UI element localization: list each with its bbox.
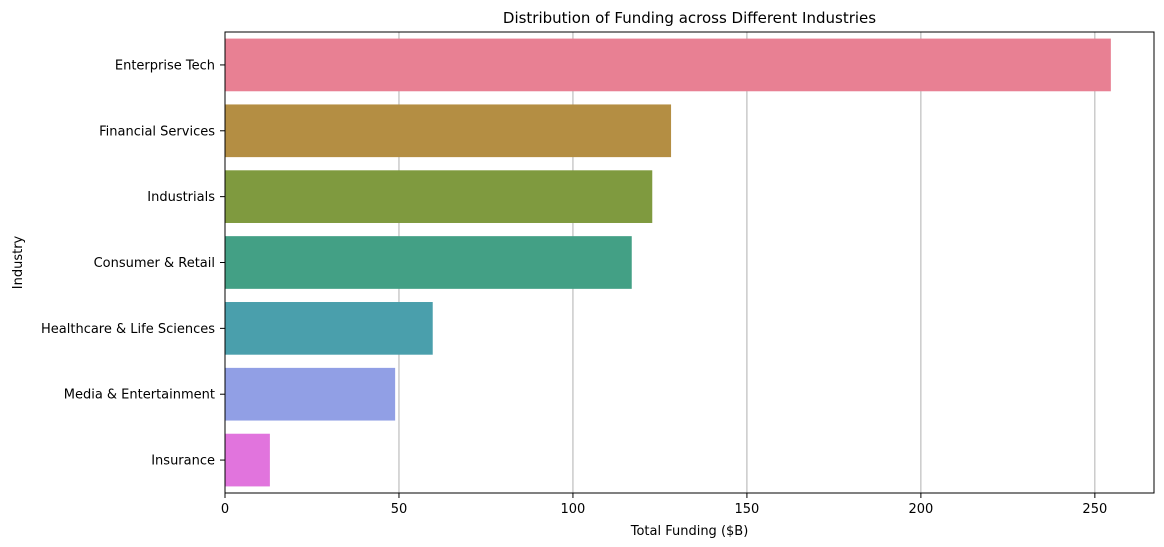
y-tick-label: Industrials xyxy=(147,190,215,205)
x-axis-ticks: 0 50 100 150 200 250 xyxy=(221,493,1107,517)
x-tick-label: 150 xyxy=(734,502,759,517)
bar-consumer-retail xyxy=(225,236,632,289)
bars xyxy=(225,38,1111,487)
y-tick-label: Media & Entertainment xyxy=(64,388,215,403)
x-tick-label: 200 xyxy=(908,502,933,517)
bar-healthcare-life-sciences xyxy=(225,302,433,355)
y-tick-label: Financial Services xyxy=(99,124,215,139)
x-tick-label: 100 xyxy=(561,502,586,517)
y-tick-label: Healthcare & Life Sciences xyxy=(41,322,215,337)
y-tick-label: Consumer & Retail xyxy=(94,256,215,271)
chart-title: Distribution of Funding across Different… xyxy=(503,9,876,27)
x-tick-label: 0 xyxy=(221,502,229,517)
y-tick-label: Enterprise Tech xyxy=(115,58,215,73)
x-axis-label: Total Funding ($B) xyxy=(630,524,749,539)
bar-financial-services xyxy=(225,104,672,158)
bar-insurance xyxy=(225,433,270,487)
bar-industrials xyxy=(225,170,653,223)
bar-enterprise-tech xyxy=(225,38,1111,92)
bar-media-entertainment xyxy=(225,367,396,421)
y-axis-label: Industry xyxy=(11,235,26,289)
y-axis-ticks: Enterprise Tech Financial Services Industr… xyxy=(41,58,225,469)
x-tick-label: 250 xyxy=(1082,502,1107,517)
x-tick-label: 50 xyxy=(391,502,408,517)
y-tick-label: Insurance xyxy=(151,454,215,469)
